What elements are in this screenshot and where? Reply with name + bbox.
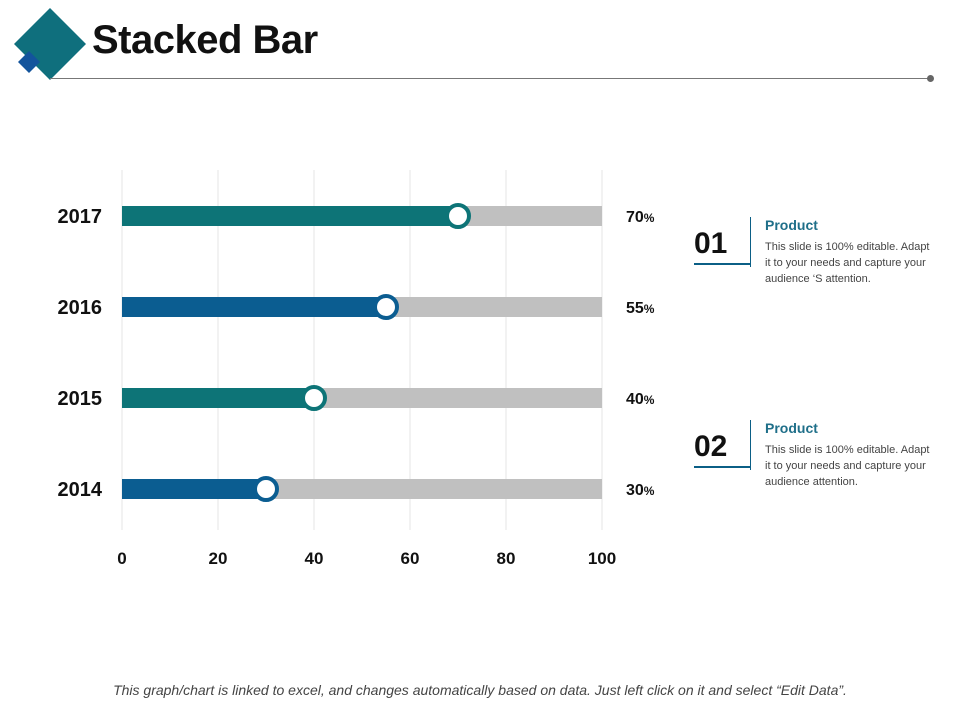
bar-marker bbox=[253, 476, 279, 502]
x-tick-label: 40 bbox=[305, 549, 324, 568]
legend-number: 02 bbox=[694, 430, 750, 468]
data-label-suffix: % bbox=[644, 393, 655, 407]
x-tick-label: 20 bbox=[209, 549, 228, 568]
category-label: 2015 bbox=[58, 388, 103, 410]
legend-description: This slide is 100% editable. Adapt it to… bbox=[765, 444, 930, 488]
x-tick-label: 0 bbox=[117, 549, 126, 568]
legend-description: This slide is 100% editable. Adapt it to… bbox=[765, 241, 930, 285]
bar-marker bbox=[373, 294, 399, 320]
legend-item-01: 01 Product This slide is 100% editable. … bbox=[694, 217, 934, 285]
bar bbox=[122, 479, 266, 499]
data-label-suffix: % bbox=[644, 302, 655, 316]
data-label: 55% bbox=[626, 300, 655, 317]
legend-divider bbox=[750, 217, 751, 267]
bar bbox=[122, 297, 386, 317]
bar bbox=[122, 206, 458, 226]
x-tick-label: 80 bbox=[497, 549, 516, 568]
x-tick-label: 100 bbox=[588, 549, 616, 568]
x-tick-label: 60 bbox=[401, 549, 420, 568]
legend-item-02: 02 Product This slide is 100% editable. … bbox=[694, 420, 934, 488]
title-divider bbox=[50, 78, 928, 79]
legend-heading: Product bbox=[765, 420, 818, 436]
page-title: Stacked Bar bbox=[92, 18, 318, 62]
title-divider-dot bbox=[927, 75, 934, 82]
data-label: 40% bbox=[626, 391, 655, 408]
category-label: 2014 bbox=[58, 479, 103, 501]
data-label: 30% bbox=[626, 482, 655, 499]
legend-divider bbox=[750, 420, 751, 470]
data-label-suffix: % bbox=[644, 211, 655, 225]
logo-diamond-accent bbox=[18, 51, 40, 73]
bar-marker bbox=[445, 203, 471, 229]
bar bbox=[122, 388, 314, 408]
data-label: 70% bbox=[626, 209, 655, 226]
legend-heading: Product bbox=[765, 217, 818, 233]
footer-note: This graph/chart is linked to excel, and… bbox=[113, 682, 847, 698]
logo-diamond-icon bbox=[14, 8, 86, 80]
legend-number: 01 bbox=[694, 227, 750, 265]
bar-marker bbox=[301, 385, 327, 411]
data-label-suffix: % bbox=[644, 484, 655, 498]
category-label: 2017 bbox=[58, 206, 103, 228]
category-label: 2016 bbox=[58, 297, 103, 319]
